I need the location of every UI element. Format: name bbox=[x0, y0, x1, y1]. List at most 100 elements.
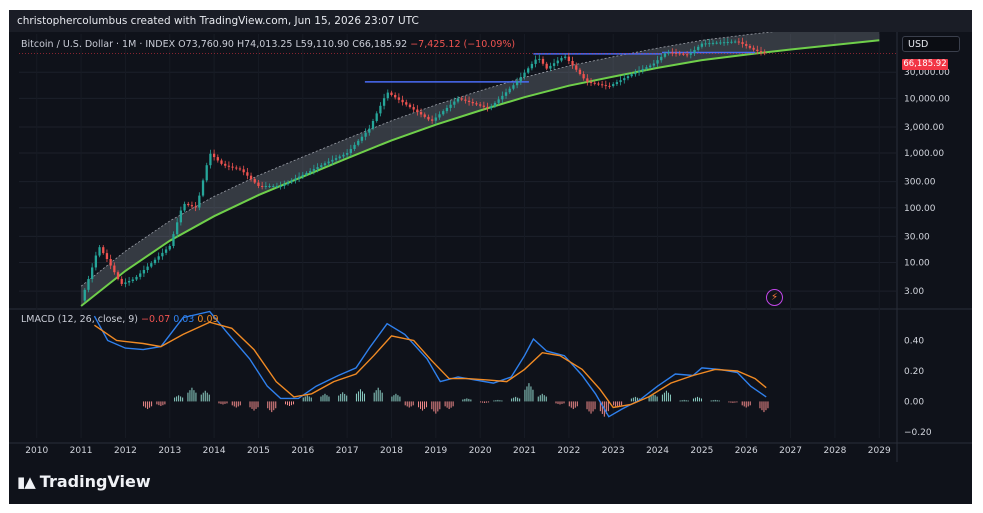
candle bbox=[630, 74, 633, 77]
candle bbox=[719, 42, 722, 44]
candle bbox=[660, 56, 663, 61]
indicator-hist-value: −0.07 bbox=[141, 314, 171, 325]
time-tick-label: 2015 bbox=[247, 446, 270, 456]
candle bbox=[460, 98, 463, 100]
candle bbox=[682, 53, 685, 55]
candle bbox=[560, 57, 563, 61]
candle bbox=[678, 53, 681, 55]
candle bbox=[301, 174, 304, 177]
candle bbox=[157, 256, 160, 260]
lightning-alert-icon[interactable]: ⚡ bbox=[766, 289, 783, 306]
candle bbox=[449, 104, 452, 108]
candle bbox=[261, 185, 264, 187]
candle bbox=[652, 63, 655, 66]
time-tick-label: 2011 bbox=[70, 446, 93, 456]
candle bbox=[220, 160, 223, 164]
logo-text: TradingView bbox=[39, 472, 151, 491]
candle bbox=[623, 78, 626, 81]
symbol-name[interactable]: Bitcoin / U.S. Dollar · 1M · INDEX bbox=[21, 39, 176, 50]
candle bbox=[131, 279, 134, 281]
candle bbox=[142, 270, 146, 274]
candle bbox=[408, 104, 412, 108]
candle bbox=[253, 179, 256, 183]
candle bbox=[501, 95, 504, 100]
price-tick-label: 30.00 bbox=[904, 232, 930, 242]
candle bbox=[150, 263, 153, 267]
candle bbox=[445, 107, 449, 112]
candle bbox=[102, 247, 105, 254]
candle bbox=[534, 59, 537, 64]
candle bbox=[564, 56, 567, 58]
candle bbox=[482, 105, 486, 107]
candle bbox=[246, 172, 249, 176]
candle bbox=[98, 247, 101, 256]
candle bbox=[382, 98, 386, 106]
candle bbox=[575, 65, 578, 70]
candle bbox=[357, 140, 360, 145]
time-tick-label: 2028 bbox=[823, 446, 846, 456]
candle bbox=[711, 42, 715, 44]
time-tick-label: 2017 bbox=[336, 446, 359, 456]
indicator-name[interactable]: LMACD (12, 26, close, 9) bbox=[21, 314, 139, 325]
candle bbox=[290, 180, 293, 183]
candle bbox=[571, 60, 574, 66]
candle bbox=[94, 255, 98, 268]
chart-background bbox=[9, 10, 972, 504]
legend-open: O73,760.90 bbox=[178, 39, 234, 50]
candle bbox=[257, 182, 260, 186]
candle bbox=[453, 101, 456, 105]
candle bbox=[316, 167, 319, 170]
indicator-macd-value: 0.03 bbox=[173, 314, 195, 325]
candle bbox=[479, 104, 482, 106]
candle bbox=[139, 273, 142, 277]
indicator-signal-value: 0.09 bbox=[197, 314, 219, 325]
candle bbox=[423, 114, 426, 117]
time-tick-label: 2013 bbox=[158, 446, 181, 456]
currency-button[interactable]: USD bbox=[902, 36, 960, 52]
candle bbox=[419, 111, 423, 115]
candle bbox=[227, 165, 231, 167]
candle bbox=[649, 65, 652, 68]
candle bbox=[242, 169, 245, 173]
candle bbox=[309, 170, 312, 173]
candle bbox=[342, 154, 345, 157]
time-tick-label: 2022 bbox=[557, 446, 580, 456]
candle bbox=[663, 53, 667, 57]
indicator-tick-label: 0.20 bbox=[904, 367, 924, 377]
candle bbox=[375, 113, 378, 121]
candle bbox=[645, 67, 648, 69]
candle bbox=[113, 265, 116, 273]
candle bbox=[405, 102, 408, 105]
candle bbox=[582, 74, 585, 79]
price-tick-label: 3.00 bbox=[904, 287, 924, 297]
candle bbox=[578, 69, 582, 75]
time-tick-label: 2018 bbox=[380, 446, 403, 456]
candle bbox=[759, 51, 763, 53]
candle bbox=[637, 70, 641, 73]
candle bbox=[527, 68, 530, 73]
candle bbox=[164, 249, 168, 253]
candle bbox=[224, 163, 227, 166]
time-tick-label: 2027 bbox=[779, 446, 802, 456]
indicator-tick-label: 0.00 bbox=[904, 397, 924, 407]
time-tick-label: 2019 bbox=[424, 446, 447, 456]
candle bbox=[83, 289, 86, 301]
candle bbox=[353, 144, 356, 149]
candle bbox=[549, 65, 552, 69]
candle bbox=[519, 76, 522, 82]
candle bbox=[209, 153, 212, 166]
candle bbox=[172, 234, 175, 246]
time-tick-label: 2012 bbox=[114, 446, 137, 456]
candle bbox=[530, 63, 534, 69]
candle bbox=[722, 42, 726, 44]
candle bbox=[689, 53, 692, 55]
candle bbox=[120, 278, 123, 284]
tradingview-logo[interactable]: ▮▲ TradingView bbox=[17, 472, 151, 491]
candle bbox=[146, 266, 149, 271]
candle bbox=[345, 153, 349, 155]
price-tick-label: 300.00 bbox=[904, 178, 936, 188]
chart-canvas[interactable]: 3.00 10.00 30.00 100.00 300.00 1,000.00 3,000.… bbox=[9, 10, 972, 504]
candle bbox=[626, 76, 630, 79]
candle bbox=[523, 72, 526, 77]
candle bbox=[124, 282, 127, 284]
